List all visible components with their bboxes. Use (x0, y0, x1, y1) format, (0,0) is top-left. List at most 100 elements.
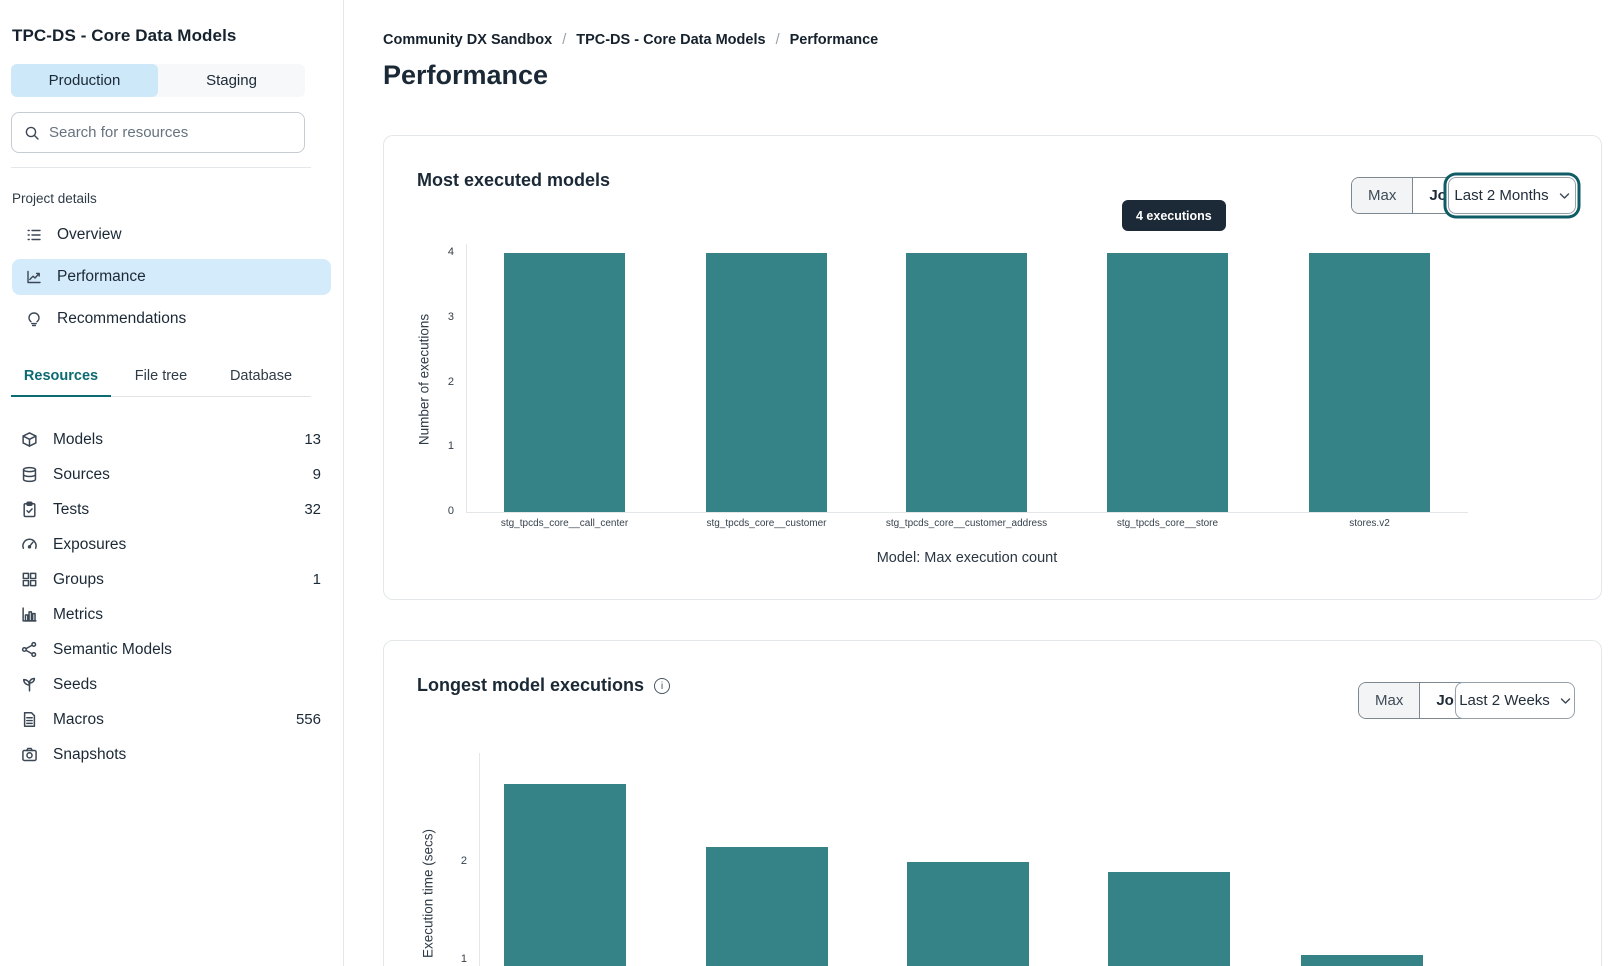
breadcrumb-current: Performance (789, 32, 879, 48)
camera-icon (21, 746, 38, 763)
y-tick-label: 2 (460, 855, 467, 867)
list-item-count: 1 (312, 571, 321, 588)
resource-list: Models 13 Sources 9 Tests 32 Exposures G… (12, 422, 331, 772)
sidebar-item-label: Performance (57, 268, 146, 285)
list-item-groups[interactable]: Groups 1 (12, 562, 331, 597)
list-item-count: 13 (304, 431, 321, 448)
bar-stg_tpcds_core__store[interactable] (1107, 253, 1228, 512)
tab-database[interactable]: Database (229, 368, 293, 384)
clipboard-check-icon (21, 501, 38, 518)
seedling-icon (21, 676, 38, 693)
sidebar-item-label: Overview (57, 226, 122, 243)
y-tick-label: 3 (447, 310, 454, 323)
breadcrumb: Community DX Sandbox / TPC-DS - Core Dat… (383, 32, 878, 48)
info-icon[interactable]: i (654, 677, 671, 694)
breadcrumb-project[interactable]: TPC-DS - Core Data Models (576, 32, 766, 48)
bar-rank-5[interactable] (1301, 955, 1423, 966)
list-item-count: 32 (304, 501, 321, 518)
project-nav: Overview Performance Recommendations (12, 217, 331, 337)
chart-line-icon (26, 269, 42, 285)
search-input[interactable] (49, 124, 292, 141)
list-item-label: Macros (53, 710, 104, 728)
list-item-label: Snapshots (53, 745, 127, 763)
list-item-snapshots[interactable]: Snapshots (12, 737, 331, 772)
y-tick-label: 1 (460, 953, 467, 965)
list-item-label: Metrics (53, 605, 103, 623)
resource-tabs: Resources File tree Database (11, 368, 311, 397)
list-item-semantic-models[interactable]: Semantic Models (12, 632, 331, 667)
x-tick-label: stg_tpcds_core__customer (706, 518, 827, 529)
x-axis-line (466, 512, 1468, 513)
bar-stg_tpcds_core__customer[interactable] (706, 253, 827, 512)
bar-stg_tpcds_core__customer_address[interactable] (906, 253, 1027, 512)
card-title-text: Longest model executions (417, 675, 645, 695)
list-item-count: 556 (295, 711, 321, 728)
longest-model-executions-card: Longest model executions i Max Job Last … (383, 640, 1602, 966)
project-sidebar: TPC-DS - Core Data Models Production Sta… (0, 0, 344, 966)
y-tick-label: 2 (447, 375, 454, 388)
tab-file-tree[interactable]: File tree (134, 368, 188, 384)
bar-stores.v2[interactable] (1309, 253, 1430, 512)
y-axis-line (479, 753, 480, 966)
list-item-tests[interactable]: Tests 32 (12, 492, 331, 527)
bar-stg_tpcds_core__call_center[interactable] (504, 253, 625, 512)
list-item-macros[interactable]: Macros 556 (12, 702, 331, 737)
chevron-down-icon (1560, 697, 1571, 705)
list-item-label: Seeds (53, 675, 97, 693)
y-axis-title: Execution time (secs) (420, 828, 436, 959)
sidebar-divider (11, 167, 311, 168)
bar-rank-1[interactable] (504, 783, 626, 966)
breadcrumb-account[interactable]: Community DX Sandbox (383, 32, 553, 48)
list-item-label: Exposures (53, 535, 127, 553)
card-title: Longest model executions i (417, 675, 671, 696)
cube-icon (21, 431, 38, 448)
bar-rank-3[interactable] (907, 862, 1029, 966)
x-tick-label: stg_tpcds_core__customer_address (885, 518, 1048, 529)
list-item-label: Models (53, 430, 103, 448)
max-button[interactable]: Max (1352, 178, 1414, 213)
chevron-down-icon (1559, 192, 1570, 200)
sidebar-item-overview[interactable]: Overview (12, 217, 331, 253)
list-item-label: Semantic Models (53, 640, 172, 658)
list-icon (26, 227, 42, 243)
time-range-dropdown[interactable]: Last 2 Weeks (1455, 682, 1575, 719)
page-title: Performance (383, 60, 549, 90)
breadcrumb-separator: / (562, 32, 567, 48)
longest-model-executions-chart: Execution time (secs) 1 2 (384, 641, 1601, 966)
env-tab-staging[interactable]: Staging (206, 72, 257, 89)
x-tick-label: stg_tpcds_core__call_center (500, 518, 629, 529)
breadcrumb-separator: / (775, 32, 780, 48)
bar-rank-2[interactable] (706, 847, 828, 966)
time-range-dropdown[interactable]: Last 2 Months (1448, 177, 1576, 214)
time-range-value: Last 2 Weeks (1459, 692, 1550, 709)
x-tick-label: stg_tpcds_core__store (1116, 518, 1219, 529)
card-title: Most executed models (417, 170, 611, 190)
y-tick-label: 0 (447, 505, 454, 517)
list-item-seeds[interactable]: Seeds (12, 667, 331, 702)
sidebar-item-label: Recommendations (57, 310, 187, 327)
sidebar-item-recommendations[interactable]: Recommendations (12, 301, 331, 337)
list-item-count: 9 (312, 466, 321, 483)
list-item-models[interactable]: Models 13 (12, 422, 331, 457)
y-axis-line (466, 244, 467, 512)
list-item-sources[interactable]: Sources 9 (12, 457, 331, 492)
search-icon (24, 125, 40, 141)
list-item-label: Sources (53, 465, 110, 483)
tab-resources[interactable]: Resources (11, 368, 111, 397)
time-range-value: Last 2 Months (1454, 187, 1549, 204)
sidebar-item-performance[interactable]: Performance (12, 259, 331, 295)
list-item-label: Groups (53, 570, 104, 588)
max-button[interactable]: Max (1359, 683, 1421, 718)
resource-search[interactable] (11, 112, 305, 153)
database-icon (21, 466, 38, 483)
main-content: Community DX Sandbox / TPC-DS - Core Dat… (345, 0, 1621, 966)
grid-icon (21, 571, 38, 588)
gauge-icon (21, 536, 38, 553)
env-tab-production[interactable]: Production (11, 64, 158, 97)
bar-rank-4[interactable] (1108, 871, 1230, 966)
project-title: TPC-DS - Core Data Models (12, 26, 237, 45)
list-item-exposures[interactable]: Exposures (12, 527, 331, 562)
y-tick-label: 1 (447, 440, 454, 453)
list-item-metrics[interactable]: Metrics (12, 597, 331, 632)
chart-tooltip: 4 executions (1122, 200, 1226, 231)
